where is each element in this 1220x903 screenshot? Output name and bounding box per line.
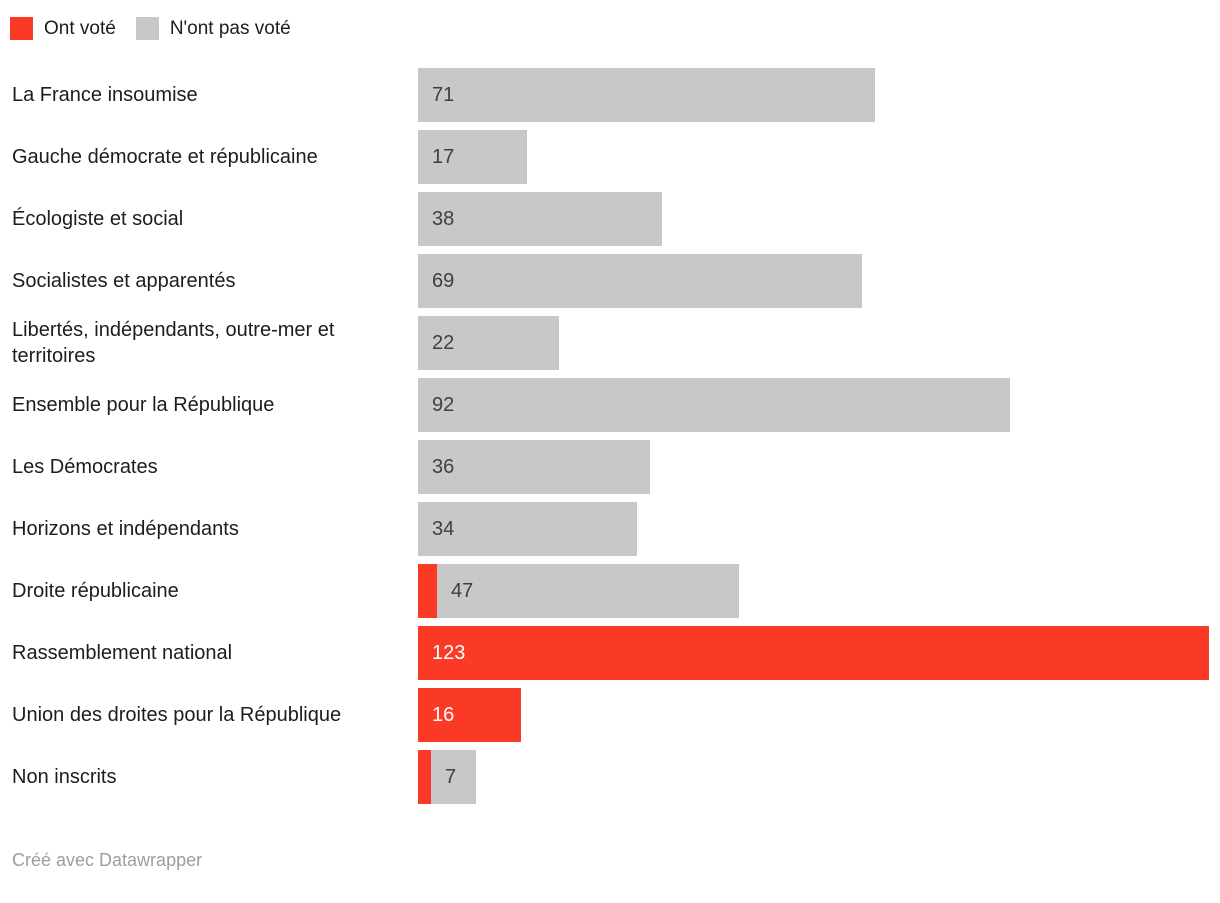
chart-row: Rassemblement national 123: [0, 622, 1220, 684]
legend-item-ont-vote: Ont voté: [10, 17, 116, 40]
bar-value-label: 92: [432, 393, 455, 416]
category-label: Non inscrits: [12, 766, 117, 788]
bar-track: 47: [418, 564, 1220, 618]
category-label: Union des droites pour la République: [12, 704, 342, 726]
bar-segment-nont-pas-vote: 92: [418, 378, 1010, 432]
bar-value-label: 123: [432, 641, 466, 664]
chart-row: Droite républicaine 47: [0, 560, 1220, 622]
chart-row: Horizons et indépendants 34: [0, 498, 1220, 560]
chart-row: Écologiste et social 38: [0, 188, 1220, 250]
category-label: Rassemblement national: [12, 642, 233, 664]
bar-value-label: 7: [445, 765, 457, 788]
stacked-bar-chart: La France insoumise 71 Gauche démocrate …: [0, 64, 1220, 808]
chart-row: Union des droites pour la République 16: [0, 684, 1220, 746]
bar-track: 38: [418, 192, 1220, 246]
category-label: Socialistes et apparentés: [12, 270, 236, 292]
footer: Créé avec Datawrapper: [12, 850, 1220, 871]
bar-segment-ont-vote: 123: [418, 626, 1209, 680]
bar-segment-nont-pas-vote: 36: [418, 440, 650, 494]
category-label: Écologiste et social: [12, 208, 184, 230]
bar-track: 92: [418, 378, 1220, 432]
datawrapper-credit-link[interactable]: Créé avec Datawrapper: [12, 850, 203, 870]
bar-value-label: 69: [432, 269, 455, 292]
bar-segment-nont-pas-vote: 47: [437, 564, 739, 618]
bar-track: 123: [418, 626, 1220, 680]
bar-track: 22: [418, 316, 1220, 370]
legend: Ont voté N'ont pas voté: [10, 17, 1220, 40]
bar-value-label: 38: [432, 207, 455, 230]
bar-value-label: 36: [432, 455, 455, 478]
legend-swatch-ont-vote: [10, 17, 33, 40]
legend-label-ont-vote: Ont voté: [44, 17, 116, 39]
bar-segment-ont-vote: [418, 750, 431, 804]
bar-track: 7: [418, 750, 1220, 804]
chart-row: Socialistes et apparentés 69: [0, 250, 1220, 312]
category-label: Gauche démocrate et républicaine: [12, 146, 318, 168]
legend-label-nont-pas-vote: N'ont pas voté: [169, 17, 291, 39]
bar-value-label: 17: [432, 145, 455, 168]
bar-segment-ont-vote: 16: [418, 688, 521, 742]
bar-segment-nont-pas-vote: 38: [418, 192, 662, 246]
category-label: La France insoumise: [12, 84, 198, 106]
category-label: Les Démocrates: [12, 456, 158, 478]
category-label: Horizons et indépendants: [12, 518, 239, 540]
category-label: Libertés, indépendants, outre-mer et ter…: [12, 319, 335, 367]
bar-segment-nont-pas-vote: 34: [418, 502, 637, 556]
bar-value-label: 22: [432, 331, 455, 354]
bar-track: 69: [418, 254, 1220, 308]
chart-row: Non inscrits 7: [0, 746, 1220, 808]
bar-value-label: 34: [432, 517, 455, 540]
chart-row: Libertés, indépendants, outre-mer et ter…: [0, 312, 1220, 374]
bar-value-label: 71: [432, 83, 455, 106]
bar-segment-nont-pas-vote: 71: [418, 68, 875, 122]
chart-row: Les Démocrates 36: [0, 436, 1220, 498]
chart-page: Ont voté N'ont pas voté La France insoum…: [0, 17, 1220, 903]
bar-value-label: 47: [451, 579, 474, 602]
chart-row: Ensemble pour la République 92: [0, 374, 1220, 436]
bar-segment-nont-pas-vote: 17: [418, 130, 527, 184]
bar-segment-nont-pas-vote: 22: [418, 316, 559, 370]
category-label: Droite républicaine: [12, 580, 179, 602]
bar-track: 16: [418, 688, 1220, 742]
chart-row: Gauche démocrate et républicaine 17: [0, 126, 1220, 188]
legend-item-nont-pas-vote: N'ont pas voté: [135, 17, 291, 40]
bar-segment-ont-vote: [418, 564, 437, 618]
category-label: Ensemble pour la République: [12, 394, 275, 416]
bar-segment-nont-pas-vote: 7: [431, 750, 476, 804]
bar-segment-nont-pas-vote: 69: [418, 254, 862, 308]
legend-swatch-nont-pas-vote: [135, 17, 159, 40]
bar-track: 36: [418, 440, 1220, 494]
chart-row: La France insoumise 71: [0, 64, 1220, 126]
bar-track: 17: [418, 130, 1220, 184]
bar-track: 34: [418, 502, 1220, 556]
bar-value-label: 16: [432, 703, 455, 726]
bar-track: 71: [418, 68, 1220, 122]
